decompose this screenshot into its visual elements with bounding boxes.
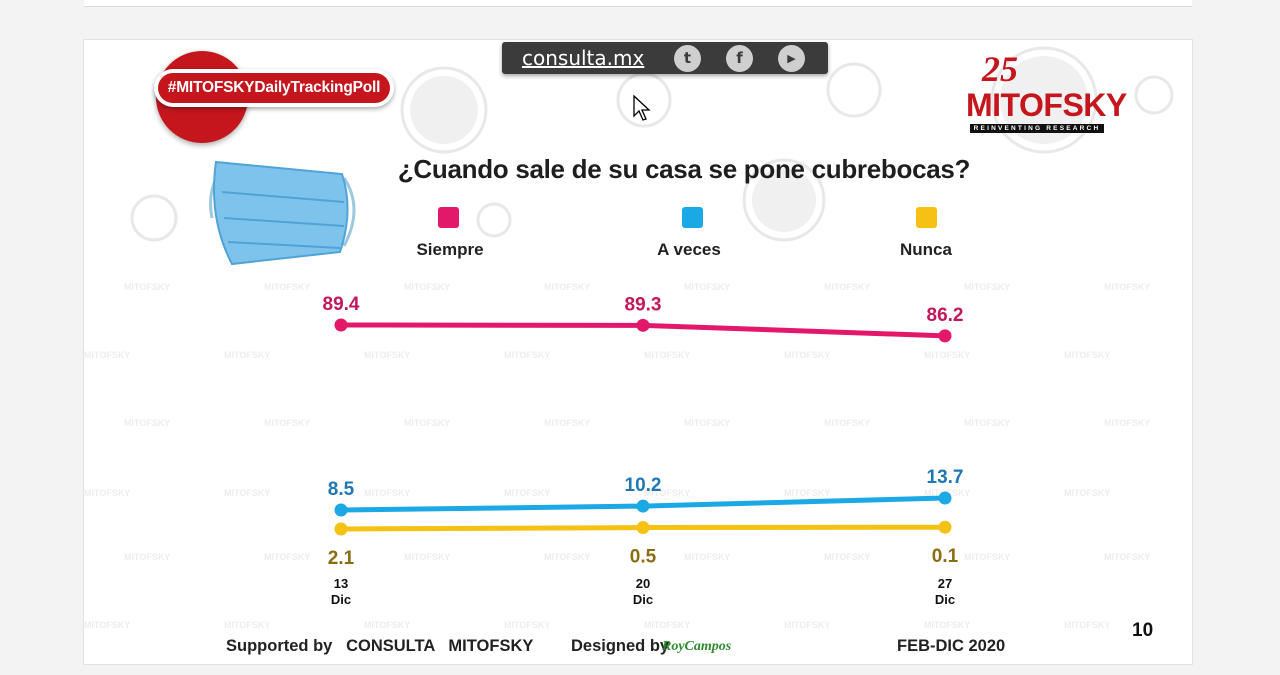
svg-text:MITOFSKY: MITOFSKY [404, 282, 450, 292]
svg-text:MITOFSKY: MITOFSKY [504, 620, 550, 630]
svg-text:MITOFSKY: MITOFSKY [964, 418, 1010, 428]
svg-text:MITOFSKY: MITOFSKY [264, 552, 310, 562]
legend-label-nunca: Nunca [900, 240, 952, 259]
mitofsky-logo: MITOFSKY [966, 87, 1127, 123]
svg-text:MITOFSKY: MITOFSKY [504, 350, 550, 360]
svg-text:MITOFSKY: MITOFSKY [684, 418, 730, 428]
svg-text:MITOFSKY: MITOFSKY [224, 488, 270, 498]
x-tick-label-month: Dic [935, 592, 955, 607]
hashtag-text: #MITOFSKYDailyTrackingPoll [158, 73, 390, 103]
svg-text:MITOFSKY: MITOFSKY [224, 350, 270, 360]
svg-text:MITOFSKY: MITOFSKY [644, 620, 690, 630]
data-label-siempre: 86.2 [927, 305, 964, 326]
svg-text:MITOFSKY: MITOFSKY [364, 488, 410, 498]
svg-text:MITOFSKY: MITOFSKY [824, 282, 870, 292]
data-point-a-veces [636, 499, 650, 513]
svg-text:MITOFSKY: MITOFSKY [824, 418, 870, 428]
svg-text:MITOFSKY: MITOFSKY [964, 552, 1010, 562]
svg-text:MITOFSKY: MITOFSKY [84, 350, 130, 360]
social-bar: consulta.mx t f ▶ [502, 42, 828, 74]
page-number: 10 [1132, 620, 1154, 641]
svg-text:MITOFSKY: MITOFSKY [84, 488, 130, 498]
svg-text:MITOFSKY: MITOFSKY [1064, 620, 1110, 630]
poll-slide: MITOFSKY MITOFSKY MITOFSKY MITOFSKY MITOFSKY… [84, 40, 1192, 664]
svg-text:MITOFSKY: MITOFSKY [404, 552, 450, 562]
svg-text:MITOFSKY: MITOFSKY [644, 488, 690, 498]
face-mask-icon [209, 160, 356, 266]
svg-text:MITOFSKY: MITOFSKY [1104, 282, 1150, 292]
legend-label-siempre: Siempre [416, 240, 484, 259]
svg-text:MITOFSKY: MITOFSKY [784, 620, 830, 630]
data-point-siempre [938, 329, 952, 343]
virus-watermark-background: MITOFSKY MITOFSKY MITOFSKY MITOFSKY MITOFSKY… [84, 46, 1174, 630]
data-label-a-veces: 8.5 [328, 479, 355, 500]
twitter-icon[interactable]: t [674, 45, 701, 72]
footer-period: FEB-DIC 2020 [897, 637, 1006, 655]
data-point-nunca [938, 520, 952, 534]
svg-text:MITOFSKY: MITOFSKY [264, 282, 310, 292]
data-point-siempre [636, 318, 650, 332]
legend-swatch-siempre [438, 207, 459, 228]
svg-text:MITOFSKY: MITOFSKY [1104, 552, 1150, 562]
svg-text:MITOFSKY: MITOFSKY [544, 418, 590, 428]
data-label-nunca: 2.1 [328, 548, 355, 569]
svg-text:MITOFSKY: MITOFSKY [784, 350, 830, 360]
footer-supported-by: Supported by CONSULTA MITOFSKY [226, 637, 534, 655]
x-tick-label-month: Dic [331, 592, 351, 607]
x-tick-label-day: 13 [334, 576, 348, 591]
svg-text:MITOFSKY: MITOFSKY [264, 418, 310, 428]
data-point-a-veces [938, 491, 952, 505]
svg-text:MITOFSKY: MITOFSKY [124, 282, 170, 292]
data-label-a-veces: 10.2 [625, 475, 662, 496]
svg-text:MITOFSKY: MITOFSKY [784, 488, 830, 498]
x-tick-label-day: 20 [636, 576, 650, 591]
consulta-link[interactable]: consulta.mx [522, 46, 645, 70]
svg-text:MITOFSKY: MITOFSKY [924, 350, 970, 360]
hashtag-badge: #MITOFSKYDailyTrackingPoll [154, 69, 394, 107]
svg-text:MITOFSKY: MITOFSKY [124, 418, 170, 428]
data-point-nunca [334, 522, 348, 536]
designer-signature: RoyCampos [662, 639, 732, 654]
chart-title: ¿Cuando sale de su casa se pone cubreboc… [397, 154, 971, 184]
svg-text:MITOFSKY: MITOFSKY [824, 552, 870, 562]
legend-swatch-a-veces [682, 207, 703, 228]
svg-text:MITOFSKY: MITOFSKY [644, 350, 690, 360]
svg-text:MITOFSKY: MITOFSKY [364, 350, 410, 360]
svg-text:MITOFSKY: MITOFSKY [684, 552, 730, 562]
svg-text:MITOFSKY: MITOFSKY [1104, 418, 1150, 428]
data-label-siempre: 89.4 [323, 294, 360, 315]
svg-text:MITOFSKY: MITOFSKY [964, 282, 1010, 292]
youtube-icon[interactable]: ▶ [778, 45, 805, 72]
previous-slide-edge [84, 0, 1192, 7]
data-point-a-veces [334, 503, 348, 517]
svg-text:MITOFSKY: MITOFSKY [1064, 488, 1110, 498]
svg-text:MITOFSKY: MITOFSKY [404, 418, 450, 428]
facebook-icon[interactable]: f [726, 45, 753, 72]
svg-text:MITOFSKY: MITOFSKY [684, 282, 730, 292]
data-label-nunca: 0.5 [630, 547, 657, 568]
footer-designed-by: Designed by [571, 637, 670, 655]
svg-text:MITOFSKY: MITOFSKY [924, 620, 970, 630]
data-label-nunca: 0.1 [932, 546, 959, 567]
line-chart: 89.4 89.386.28.5 10.2 13.72.1 0.5 0.113Dic20D… [323, 294, 964, 607]
svg-text:MITOFSKY: MITOFSKY [224, 620, 270, 630]
data-label-siempre: 89.3 [625, 294, 662, 315]
logo-tagline: REINVENTING RESEARCH [970, 124, 1104, 133]
svg-text:MITOFSKY: MITOFSKY [544, 552, 590, 562]
data-point-siempre [334, 318, 348, 332]
logo-anniversary-number: 25 [982, 49, 1018, 89]
svg-text:MITOFSKY: MITOFSKY [504, 488, 550, 498]
svg-text:MITOFSKY: MITOFSKY [544, 282, 590, 292]
svg-text:MITOFSKY: MITOFSKY [124, 552, 170, 562]
mouse-cursor-icon [633, 94, 651, 121]
svg-text:MITOFSKY: MITOFSKY [1064, 350, 1110, 360]
x-tick-label-month: Dic [633, 592, 653, 607]
data-label-a-veces: 13.7 [927, 467, 964, 488]
legend-swatch-nunca [916, 207, 937, 228]
svg-text:MITOFSKY: MITOFSKY [84, 620, 130, 630]
x-tick-label-day: 27 [938, 576, 952, 591]
data-point-nunca [636, 521, 650, 535]
svg-text:MITOFSKY: MITOFSKY [364, 620, 410, 630]
legend-label-a-veces: A veces [657, 240, 721, 259]
